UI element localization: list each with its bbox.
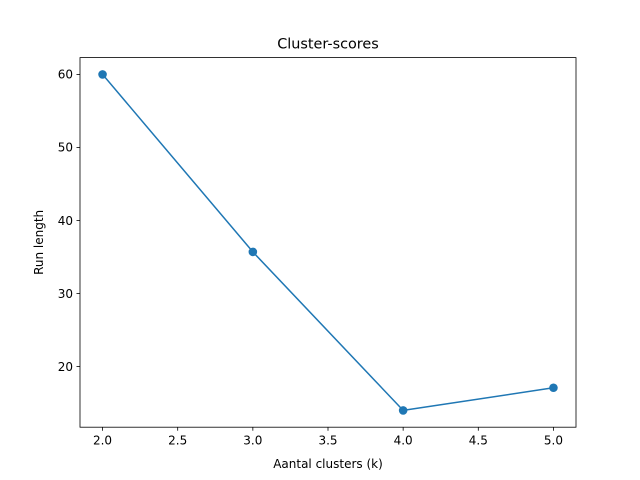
- chart-title: Cluster-scores: [277, 37, 379, 53]
- data-point: [248, 247, 258, 257]
- x-tick-label: 3.5: [318, 434, 337, 448]
- x-tick-label: 4.0: [394, 434, 413, 448]
- x-tick-label: 2.5: [168, 434, 187, 448]
- data-point: [98, 70, 107, 79]
- y-axis-title: Run length: [32, 210, 46, 275]
- y-tick-label: 60: [58, 68, 73, 82]
- y-tick-label: 20: [58, 360, 73, 374]
- data-point: [549, 383, 558, 393]
- y-tick-label: 40: [58, 214, 73, 228]
- x-axis-title: Aantal clusters (k): [273, 457, 383, 471]
- series-line: [101, 73, 555, 412]
- y-axis-ticks: 20 30 40 50 60: [58, 68, 80, 374]
- x-tick-label: 2.0: [93, 434, 112, 448]
- x-tick-label: 4.5: [469, 434, 488, 448]
- plot-area: [80, 57, 576, 428]
- x-tick-label: 5.0: [544, 434, 563, 448]
- y-tick-label: 50: [58, 141, 73, 155]
- series-layer: [98, 70, 558, 415]
- y-tick-label: 30: [58, 287, 73, 301]
- x-axis-ticks: 2.0 2.5 3.0 3.5 4.0 4.5 5.0: [93, 427, 563, 448]
- data-point: [398, 406, 408, 415]
- x-tick-label: 3.0: [243, 434, 262, 448]
